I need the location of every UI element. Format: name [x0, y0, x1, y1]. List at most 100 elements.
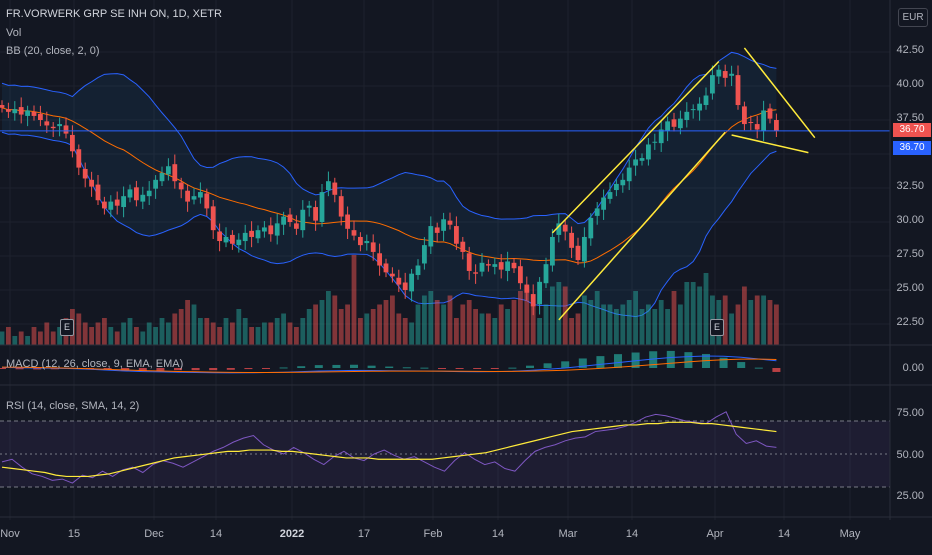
currency-button[interactable]: EUR	[898, 8, 928, 27]
volume-bar	[191, 304, 197, 345]
macd-histogram-bar	[719, 357, 728, 368]
candle-body	[274, 223, 280, 236]
candle-body	[415, 265, 421, 276]
candle-body	[63, 125, 69, 134]
earnings-badge[interactable]: E	[60, 319, 74, 336]
candle-body	[249, 230, 254, 237]
volume-bar	[306, 309, 312, 345]
volume-bar	[742, 286, 747, 345]
candle-body	[748, 122, 754, 124]
last-price-tag: 36.70	[893, 123, 931, 137]
vol-legend[interactable]: Vol	[6, 27, 22, 39]
volume-bar	[582, 295, 587, 345]
candle-body	[703, 95, 709, 106]
candle-body	[172, 164, 178, 182]
volume-bar	[300, 318, 306, 345]
volume-bar	[18, 331, 24, 345]
volume-bar	[166, 322, 171, 345]
macd-histogram-bar	[666, 350, 675, 368]
symbol-title[interactable]: FR.VORWERK GRP SE INH ON, 1D, XETR	[6, 8, 222, 20]
volume-bar	[511, 300, 517, 345]
candle-body	[678, 118, 683, 129]
candle-body	[409, 273, 414, 292]
macd-histogram-bar	[350, 364, 358, 368]
volume-bar	[146, 322, 152, 345]
candle-body	[434, 227, 440, 233]
volume-bar	[652, 309, 658, 345]
time-label: 2022	[279, 528, 305, 540]
bb-fill	[2, 52, 777, 317]
candle-body	[383, 263, 389, 273]
macd-legend[interactable]: MACD (12, 26, close, 9, EMA, EMA)	[6, 358, 184, 370]
candle-body	[466, 253, 472, 271]
volume-bar	[690, 282, 696, 345]
volume-bar	[466, 300, 472, 345]
volume-bar	[76, 313, 82, 345]
candle-body	[537, 281, 542, 305]
volume-bar	[537, 318, 542, 345]
volume-bar	[262, 322, 267, 345]
candle-body	[511, 262, 517, 269]
candle-body	[626, 167, 632, 182]
candle-body	[294, 223, 299, 229]
candle-body	[722, 71, 728, 78]
macd-histogram-bar	[297, 366, 306, 368]
rsi-line	[1, 411, 777, 484]
candle-body	[89, 179, 94, 187]
candle-body	[735, 75, 741, 106]
candle-body	[38, 113, 43, 120]
macd-histogram-bar	[561, 361, 570, 368]
candle-body	[454, 226, 459, 244]
volume-bar	[358, 318, 363, 345]
volume-bar	[646, 304, 651, 345]
volume-bar	[31, 327, 37, 345]
candle-body	[543, 264, 549, 284]
candle-body	[57, 124, 62, 127]
earnings-badge[interactable]: E	[710, 319, 724, 336]
candle-body	[12, 109, 18, 114]
candle-body	[300, 209, 306, 231]
macd-histogram-bar	[772, 368, 781, 372]
candle-body	[761, 110, 766, 131]
volume-bar	[102, 318, 107, 345]
volume-bar	[479, 313, 485, 345]
candle-body	[44, 121, 50, 126]
candle-body	[479, 262, 485, 272]
candle-body	[31, 111, 37, 116]
macd-histogram-bar	[33, 368, 42, 370]
candle-body	[140, 194, 146, 202]
volume-bar	[178, 309, 184, 345]
macd-histogram-bar	[314, 365, 323, 368]
volume-bar	[722, 295, 728, 345]
candle-body	[242, 232, 248, 242]
candle-body	[633, 159, 638, 166]
candle-body	[588, 217, 594, 239]
time-label: Mar	[558, 528, 578, 540]
volume-bar	[153, 327, 158, 345]
rsi-tick: 75.00	[896, 407, 924, 419]
candle-body	[210, 206, 216, 231]
candle-body	[754, 124, 760, 130]
candle-body	[505, 261, 510, 271]
candle-body	[6, 109, 11, 112]
volume-bar	[454, 318, 459, 345]
macd-histogram-bar	[138, 368, 147, 372]
candle-body	[18, 107, 24, 115]
volume-bar	[550, 286, 555, 345]
candle-body	[146, 190, 152, 197]
candle-body	[767, 108, 773, 119]
volume-bar	[735, 304, 741, 345]
volume-bar	[287, 322, 293, 345]
candle-body	[562, 224, 568, 232]
volume-bar	[492, 318, 498, 345]
candle-body	[70, 134, 75, 152]
candle-body	[345, 214, 350, 229]
candle-body	[473, 272, 478, 274]
rsi-legend[interactable]: RSI (14, close, SMA, 14, 2)	[6, 400, 140, 412]
time-label: Dec	[144, 528, 164, 540]
bb-legend[interactable]: BB (20, close, 2, 0)	[6, 45, 100, 57]
candle-body	[441, 219, 446, 231]
time-label: 14	[777, 528, 791, 540]
